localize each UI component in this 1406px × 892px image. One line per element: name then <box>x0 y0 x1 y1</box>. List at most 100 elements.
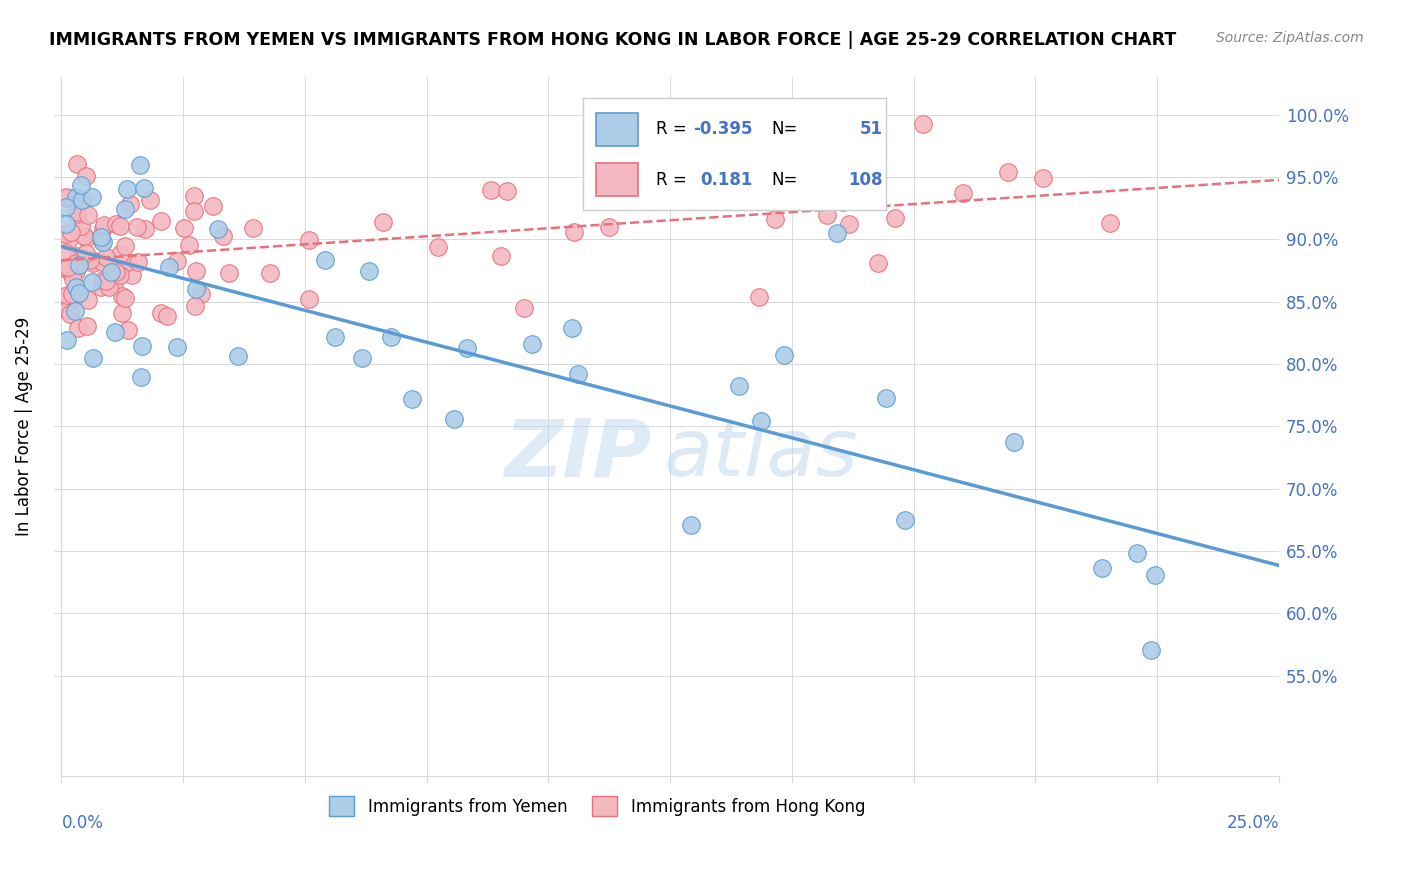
Text: -0.395: -0.395 <box>693 120 752 138</box>
Point <box>748 290 770 304</box>
Point <box>73 229 96 244</box>
Point <box>111 289 134 303</box>
Point <box>55 217 77 231</box>
Point <box>72 193 94 207</box>
Point <box>82 256 104 270</box>
Point <box>1099 216 1122 230</box>
Point <box>259 266 281 280</box>
Point <box>186 264 208 278</box>
Point <box>62 271 84 285</box>
Point <box>619 145 641 159</box>
Point <box>55 333 77 347</box>
Point <box>58 264 80 278</box>
Point <box>72 193 94 207</box>
Point <box>77 293 100 307</box>
Point <box>120 197 142 211</box>
Point <box>117 322 139 336</box>
Point <box>114 202 136 216</box>
Point <box>183 189 205 203</box>
Point <box>115 255 138 269</box>
Point <box>55 290 77 304</box>
Point <box>242 221 264 235</box>
Point <box>90 280 112 294</box>
Point <box>226 349 249 363</box>
Point <box>129 158 152 172</box>
Point <box>75 169 97 183</box>
Point <box>131 369 153 384</box>
Point <box>749 414 772 428</box>
Point <box>55 261 77 276</box>
Point <box>100 265 122 279</box>
Point <box>55 189 77 203</box>
Point <box>59 226 82 240</box>
Point <box>91 220 114 235</box>
Point <box>75 246 97 260</box>
Point <box>63 304 86 318</box>
Point <box>173 221 195 235</box>
Text: 25.0%: 25.0% <box>1226 814 1279 832</box>
Point <box>479 183 502 197</box>
Point <box>443 412 465 426</box>
Point <box>134 181 156 195</box>
Point <box>883 211 905 226</box>
Point <box>298 293 321 307</box>
Point <box>186 282 208 296</box>
Point <box>513 301 536 316</box>
Point <box>323 330 346 344</box>
Point <box>134 222 156 236</box>
Point <box>62 291 84 305</box>
Point <box>76 318 98 333</box>
Point <box>166 340 188 354</box>
Point <box>157 260 180 274</box>
Point <box>114 239 136 253</box>
Point <box>831 194 853 209</box>
Point <box>893 513 915 527</box>
Point <box>184 299 207 313</box>
Point <box>90 234 112 248</box>
Point <box>110 306 132 320</box>
Point <box>201 199 224 213</box>
Point <box>567 367 589 381</box>
Point <box>65 264 87 278</box>
Point <box>150 306 173 320</box>
Point <box>55 246 77 260</box>
Point <box>65 190 87 204</box>
Point <box>65 157 87 171</box>
Point <box>65 280 87 294</box>
Text: Source: ZipAtlas.com: Source: ZipAtlas.com <box>1216 31 1364 45</box>
Point <box>456 341 478 355</box>
Point <box>1032 171 1054 186</box>
Point <box>108 219 131 234</box>
Point <box>838 217 860 231</box>
Point <box>218 266 240 280</box>
Point <box>70 178 93 192</box>
Point <box>58 235 80 249</box>
Point <box>127 254 149 268</box>
Point <box>121 268 143 282</box>
Text: N=: N= <box>770 170 797 188</box>
FancyBboxPatch shape <box>596 162 638 196</box>
Text: R =: R = <box>657 170 686 188</box>
Point <box>55 191 77 205</box>
Point <box>491 249 513 263</box>
Point <box>166 253 188 268</box>
Text: N=: N= <box>770 120 797 138</box>
Point <box>55 227 77 241</box>
Point <box>79 253 101 268</box>
Legend: Immigrants from Yemen, Immigrants from Hong Kong: Immigrants from Yemen, Immigrants from H… <box>322 789 872 823</box>
Point <box>108 268 131 282</box>
Point <box>67 255 90 269</box>
Text: 0.181: 0.181 <box>700 170 752 188</box>
Point <box>83 254 105 268</box>
Point <box>75 230 97 244</box>
Point <box>314 252 336 267</box>
Point <box>1002 435 1025 450</box>
Point <box>211 229 233 244</box>
Point <box>104 265 127 279</box>
Point <box>60 286 83 301</box>
Point <box>817 208 839 222</box>
Point <box>67 286 90 301</box>
Point <box>1143 567 1166 582</box>
Point <box>97 280 120 294</box>
Point <box>997 165 1019 179</box>
